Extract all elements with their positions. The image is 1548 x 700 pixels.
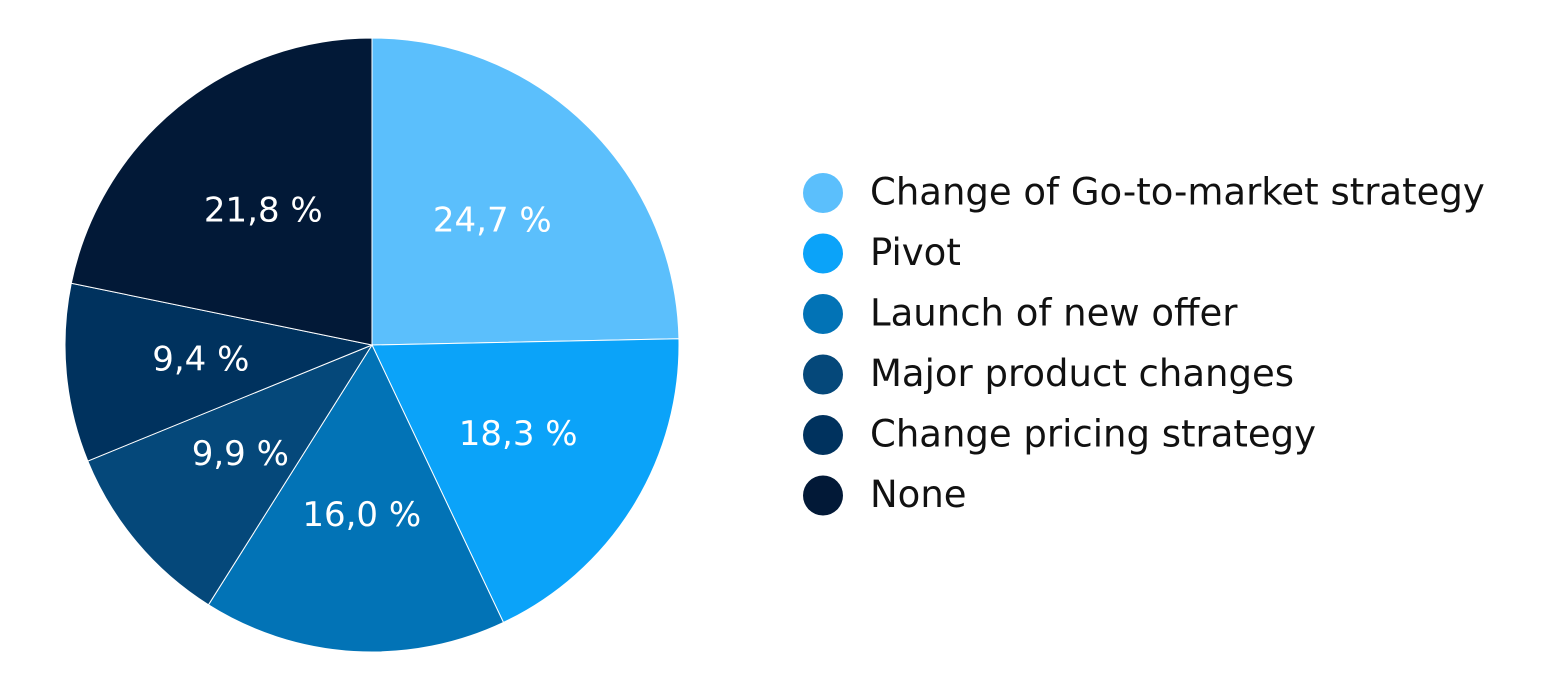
legend-swatch-1 [803, 233, 843, 274]
legend-item-5: None [803, 473, 967, 516]
legend-swatch-3 [803, 354, 843, 395]
pie-slice-5 [70, 37, 373, 346]
slice-value-label-3: 9,9 % [192, 434, 289, 474]
slice-value-label-1: 18,3 % [459, 414, 578, 454]
legend-label-2: Launch of new offer [870, 292, 1238, 335]
slice-value-label-5: 21,8 % [204, 190, 323, 230]
pie-slice-labels: 24,7 % 18,3 % 16,0 % 9,9 % 9,4 % 21,8 % [152, 190, 577, 535]
pie-slice-4 [64, 282, 374, 462]
pie-slice-2 [207, 343, 505, 653]
legend-swatch-2 [803, 294, 843, 334]
legend-label-0: Change of Go-to-market strategy [870, 171, 1485, 214]
pie-slices [64, 37, 680, 653]
legend-swatch-5 [803, 475, 843, 516]
legend-swatch-4 [803, 415, 843, 455]
slice-value-label-0: 24,7 % [433, 201, 552, 241]
legend-item-2: Launch of new offer [803, 292, 1238, 335]
slice-value-label-2: 16,0 % [302, 495, 421, 535]
legend-label-4: Change pricing strategy [870, 413, 1316, 456]
pie-slice-3 [87, 343, 374, 606]
legend-label-3: Major product changes [870, 352, 1294, 395]
legend-label-1: Pivot [870, 231, 961, 274]
pie-slice-1 [371, 338, 680, 624]
legend-item-3: Major product changes [803, 352, 1294, 395]
legend-item-1: Pivot [803, 231, 961, 274]
pie-slice-0 [371, 37, 680, 346]
legend-swatch-0 [803, 173, 843, 213]
legend-label-5: None [870, 473, 967, 516]
legend-item-4: Change pricing strategy [803, 413, 1316, 456]
legend: Change of Go-to-market strategy Pivot Laun… [803, 171, 1485, 516]
legend-item-0: Change of Go-to-market strategy [803, 171, 1485, 214]
slice-value-label-4: 9,4 % [152, 339, 249, 379]
